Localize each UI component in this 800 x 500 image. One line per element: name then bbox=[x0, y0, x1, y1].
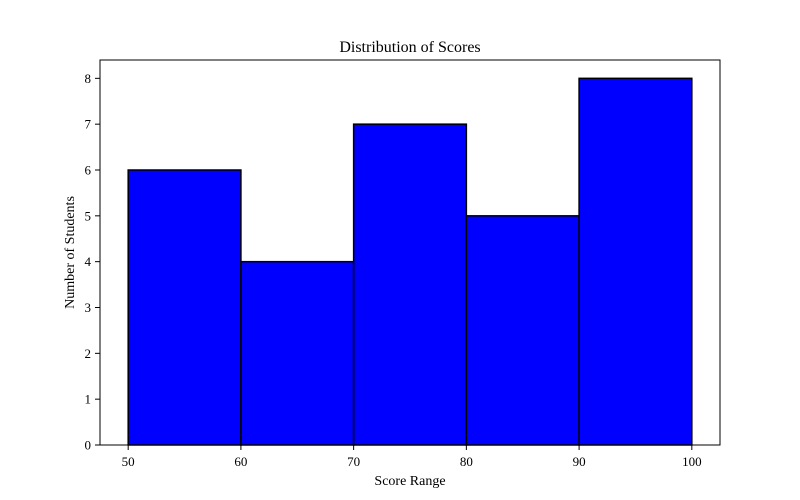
y-tick-label: 2 bbox=[85, 346, 92, 361]
y-tick-label: 6 bbox=[85, 163, 92, 178]
bar-90-100 bbox=[578, 77, 693, 446]
x-tick-label: 70 bbox=[347, 454, 360, 469]
y-tick-label: 4 bbox=[85, 254, 92, 269]
y-axis-label: Number of Students bbox=[63, 196, 78, 309]
x-tick-label: 60 bbox=[234, 454, 247, 469]
chart-title: Distribution of Scores bbox=[339, 39, 480, 56]
y-tick-label: 1 bbox=[85, 392, 92, 407]
bar-50-60 bbox=[127, 169, 242, 446]
y-tick-label: 7 bbox=[85, 117, 92, 132]
y-tick-label: 8 bbox=[85, 71, 92, 86]
bars-layer bbox=[127, 77, 693, 446]
x-tick-label: 90 bbox=[573, 454, 586, 469]
bar-70-80 bbox=[352, 123, 468, 446]
bar-60-70 bbox=[240, 260, 355, 446]
bar-80-90 bbox=[465, 215, 580, 446]
axes-frame bbox=[99, 59, 721, 446]
x-axis-ticks: 50 60 70 80 90 100 bbox=[122, 445, 702, 469]
y-tick-label: 5 bbox=[85, 208, 92, 223]
y-tick-label: 0 bbox=[85, 438, 92, 453]
y-axis-ticks: 0 1 2 3 4 5 6 7 8 bbox=[85, 71, 100, 453]
x-tick-label: 80 bbox=[460, 454, 473, 469]
x-tick-label: 100 bbox=[682, 454, 702, 469]
x-axis-label: Score Range bbox=[374, 474, 445, 489]
x-tick-label: 50 bbox=[122, 454, 135, 469]
y-tick-label: 3 bbox=[85, 300, 92, 315]
